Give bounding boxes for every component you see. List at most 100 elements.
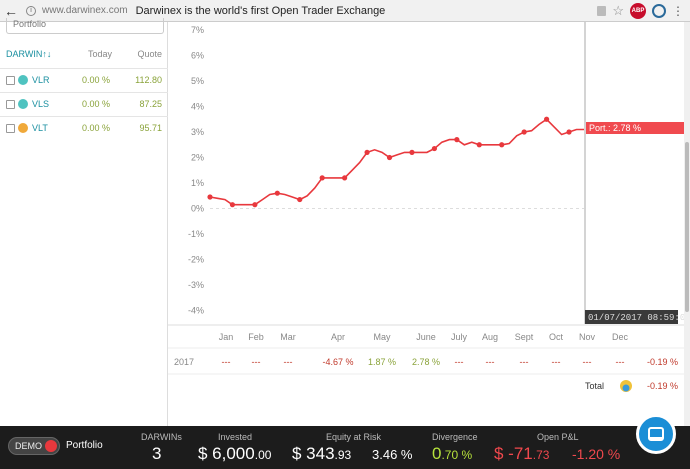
month-label: Apr — [331, 332, 345, 342]
data-point — [342, 175, 348, 181]
darwin-today: 0.00 % — [82, 123, 111, 133]
month-return: --- — [616, 357, 625, 367]
darwin-name[interactable]: VLT — [32, 123, 48, 133]
y-tick-label: 3% — [191, 127, 204, 137]
equity-pct: 3.46 % — [372, 447, 413, 462]
month-label: May — [373, 332, 391, 342]
bookmark-star-icon[interactable]: ☆ — [612, 2, 624, 18]
data-point — [252, 202, 258, 208]
month-label: June — [416, 332, 436, 342]
month-return: --- — [252, 357, 261, 367]
month-return: -4.67 % — [322, 357, 353, 367]
row-checkbox[interactable] — [6, 100, 15, 109]
darwin-row[interactable]: VLR 0.00 % 112.80 — [0, 68, 168, 92]
y-tick-label: 4% — [191, 102, 204, 112]
extension-icon[interactable] — [652, 3, 666, 18]
open-pnl-value: $ -71.73 — [494, 444, 550, 463]
row-checkbox[interactable] — [6, 124, 15, 133]
data-point — [476, 142, 482, 148]
data-point — [431, 145, 437, 152]
data-point — [386, 154, 393, 161]
data-point — [499, 142, 505, 148]
y-tick-label: 2% — [191, 153, 204, 163]
month-label: Nov — [579, 332, 596, 342]
scrollbar-thumb[interactable] — [685, 142, 689, 312]
y-tick-label: 6% — [191, 51, 204, 61]
darwin-quote: 112.80 — [135, 75, 162, 85]
portfolio-label[interactable]: Portfolio — [66, 440, 103, 451]
darwins-value: 3 — [152, 444, 162, 463]
portfolio-avatar-icon-inner — [622, 384, 630, 392]
month-return: --- — [222, 357, 231, 367]
portfolio-search-input[interactable]: Portfolio — [6, 18, 164, 34]
data-point — [409, 149, 415, 155]
today-header: Today — [88, 49, 113, 59]
invested-label: Invested — [218, 432, 253, 442]
equity-label: Equity at Risk — [326, 432, 382, 442]
address-url[interactable]: www.darwinex.com — [42, 5, 128, 16]
browser-menu-icon[interactable]: ⋮ — [672, 3, 684, 18]
month-return: 1.87 % — [368, 357, 396, 367]
darwin-today: 0.00 % — [82, 99, 111, 109]
tooltip-box — [586, 122, 684, 134]
toggle-knob — [45, 440, 57, 452]
y-tick-label: 1% — [191, 178, 204, 188]
adblock-icon[interactable]: ABP — [630, 2, 646, 19]
chart-area: 7% 6% 5% 4% 3% 2% 1% 0% -1% -2% -3% -4% Port.: 2.78 … — [168, 22, 690, 426]
month-label: Jan — [219, 332, 234, 342]
month-label: Aug — [482, 332, 498, 342]
darwin-row[interactable]: VLT 0.00 % 95.71 — [0, 116, 168, 140]
data-point — [297, 196, 303, 203]
series-color-dot — [18, 99, 28, 109]
divergence-value: 0.70 % — [432, 444, 473, 463]
month-return: --- — [284, 357, 293, 367]
page-title: Darwinex is the world's first Open Trade… — [135, 4, 386, 17]
data-point — [274, 190, 280, 196]
back-button[interactable]: ← — [4, 2, 18, 19]
month-return: --- — [552, 357, 561, 367]
data-point — [319, 175, 325, 181]
chat-icon — [648, 427, 664, 441]
row-checkbox[interactable] — [6, 76, 15, 85]
data-point — [544, 116, 550, 122]
darwin-quote: 95.71 — [139, 123, 162, 133]
tooltip-text: Port.: 2.78 % — [589, 123, 641, 133]
darwin-name[interactable]: VLR — [32, 75, 50, 85]
darwin-row[interactable]: VLS 0.00 % 87.25 — [0, 92, 168, 116]
total-value: -0.19 % — [647, 381, 678, 391]
chat-button[interactable] — [636, 414, 676, 454]
portfolio-line — [209, 118, 584, 206]
open-pnl-pct: -1.20 % — [572, 446, 621, 462]
month-label: Sept — [515, 332, 534, 342]
series-color-dot — [18, 123, 28, 133]
month-label: Oct — [549, 332, 564, 342]
month-label: Mar — [280, 332, 296, 342]
quote-header: Quote — [137, 49, 162, 59]
data-point — [229, 202, 236, 208]
account-status-bar: DEMO Portfolio DARWINs 3 Invested $ 6,00… — [0, 426, 690, 469]
series-color-dot — [18, 75, 28, 85]
darwin-name[interactable]: VLS — [32, 99, 50, 109]
data-point — [207, 194, 213, 200]
month-label: July — [451, 332, 468, 342]
darwin-list-panel: Portfolio DARWIN↑↓ Today Quote VLR 0.00 %… — [0, 18, 168, 426]
equity-value: $ 343.93 — [292, 444, 352, 463]
y-tick-label: 7% — [191, 25, 204, 35]
darwin-today: 0.00 % — [82, 75, 111, 85]
y-tick-label: -1% — [188, 229, 204, 239]
scrollbar[interactable] — [684, 22, 690, 426]
site-info-icon[interactable]: i — [22, 2, 40, 20]
darwin-quote: 87.25 — [139, 99, 162, 109]
month-return: --- — [583, 357, 592, 367]
month-return: --- — [455, 357, 464, 367]
darwin-sort-header[interactable]: DARWIN↑↓ — [6, 49, 52, 59]
demo-toggle[interactable]: DEMO — [8, 437, 60, 455]
invested-value: $ 6,000.00 — [198, 444, 272, 463]
lock-icon — [597, 5, 607, 16]
y-tick-label: -3% — [188, 280, 204, 290]
data-point — [454, 137, 460, 143]
year-total: -0.19 % — [647, 357, 678, 367]
y-tick-label: 0% — [191, 204, 204, 214]
browser-toolbar: ← i www.darwinex.com Darwinex is the wor… — [0, 0, 690, 22]
darwins-label: DARWINs — [141, 432, 182, 442]
